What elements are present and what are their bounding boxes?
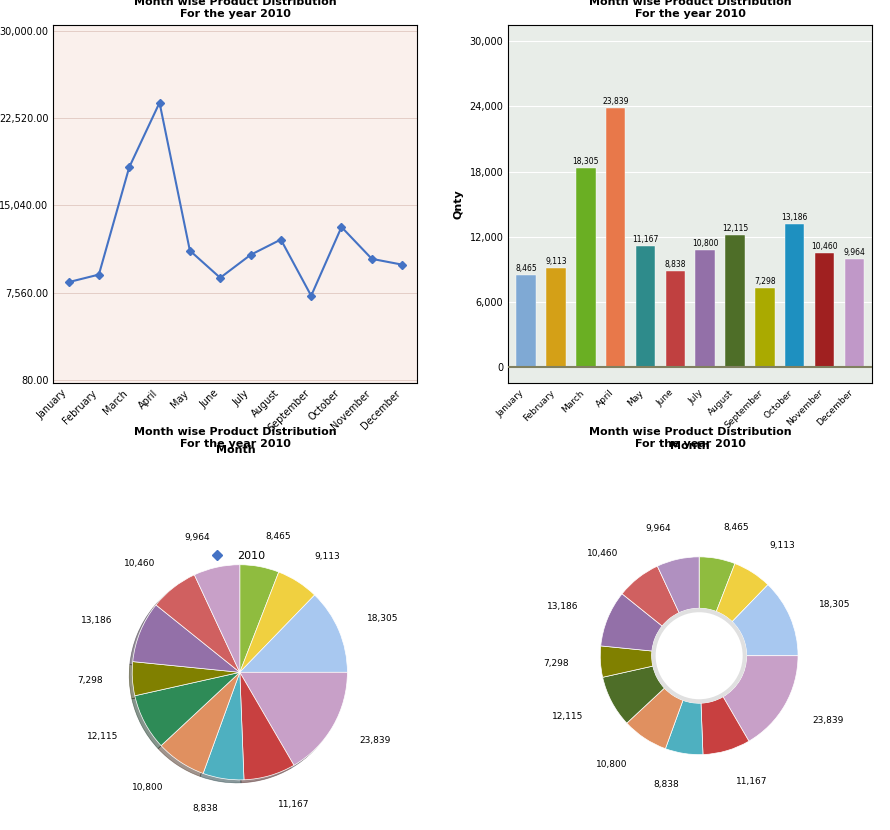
- Text: 23,839: 23,839: [813, 716, 844, 725]
- Bar: [576, 168, 595, 367]
- Text: 7,298: 7,298: [754, 276, 775, 286]
- Bar: [845, 259, 864, 367]
- Bar: [755, 288, 774, 367]
- Text: 11,167: 11,167: [736, 777, 767, 785]
- Text: 9,964: 9,964: [844, 247, 865, 256]
- Text: 8,838: 8,838: [665, 260, 686, 269]
- X-axis label: Month: Month: [670, 442, 710, 452]
- Wedge shape: [239, 572, 315, 672]
- Wedge shape: [666, 701, 703, 754]
- Text: 13,186: 13,186: [781, 212, 808, 222]
- Circle shape: [656, 613, 742, 699]
- Text: 23,839: 23,839: [603, 97, 629, 106]
- Bar: [695, 250, 715, 367]
- Text: 10,460: 10,460: [811, 242, 837, 251]
- Wedge shape: [156, 575, 239, 672]
- Bar: [814, 253, 834, 367]
- Text: 8,465: 8,465: [724, 523, 748, 532]
- Wedge shape: [194, 564, 239, 672]
- Wedge shape: [700, 557, 735, 612]
- Text: 10,460: 10,460: [587, 549, 619, 558]
- Text: 7,298: 7,298: [77, 676, 102, 685]
- Wedge shape: [603, 666, 665, 723]
- Wedge shape: [133, 662, 239, 696]
- Wedge shape: [658, 557, 700, 613]
- Wedge shape: [600, 646, 653, 677]
- Title: Month wise Product Distribution
For the year 2010: Month wise Product Distribution For the …: [134, 0, 336, 18]
- Bar: [635, 246, 655, 367]
- Circle shape: [651, 608, 747, 703]
- Text: 8,465: 8,465: [515, 264, 537, 273]
- Legend: 2010: 2010: [201, 547, 270, 565]
- Wedge shape: [133, 605, 239, 672]
- Text: 18,305: 18,305: [820, 600, 851, 609]
- Bar: [606, 108, 626, 367]
- Text: 9,964: 9,964: [645, 524, 671, 533]
- Text: 23,839: 23,839: [360, 736, 391, 745]
- Text: 13,186: 13,186: [546, 602, 579, 611]
- Wedge shape: [239, 564, 279, 672]
- Text: 9,964: 9,964: [184, 534, 210, 542]
- Title: Month wise Product Distribution
For the year 2010: Month wise Product Distribution For the …: [134, 427, 336, 449]
- Text: 8,838: 8,838: [193, 804, 219, 813]
- Wedge shape: [701, 696, 748, 754]
- Text: 10,460: 10,460: [124, 559, 155, 569]
- Wedge shape: [601, 593, 662, 651]
- Wedge shape: [239, 672, 294, 780]
- Title: Month wise Product Distribution
For the year 2010: Month wise Product Distribution For the …: [589, 427, 791, 449]
- X-axis label: Month: Month: [215, 445, 255, 455]
- Text: 11,167: 11,167: [632, 235, 659, 243]
- Bar: [546, 268, 566, 367]
- Wedge shape: [203, 672, 244, 780]
- Text: 9,113: 9,113: [546, 256, 567, 266]
- Text: 18,305: 18,305: [572, 157, 599, 166]
- Text: 9,113: 9,113: [314, 552, 340, 561]
- Text: 10,800: 10,800: [595, 760, 627, 769]
- Wedge shape: [732, 584, 798, 656]
- Wedge shape: [239, 595, 347, 672]
- Text: 12,115: 12,115: [86, 732, 118, 741]
- Text: 7,298: 7,298: [543, 659, 569, 668]
- Text: 10,800: 10,800: [133, 783, 164, 792]
- Bar: [666, 271, 685, 367]
- Text: 13,186: 13,186: [81, 616, 112, 625]
- Wedge shape: [622, 566, 679, 626]
- Text: 8,465: 8,465: [265, 533, 291, 541]
- Text: 18,305: 18,305: [367, 614, 398, 623]
- Wedge shape: [239, 672, 347, 765]
- Bar: [785, 224, 805, 367]
- Y-axis label: Qnty: Qnty: [454, 189, 464, 219]
- Wedge shape: [723, 656, 798, 741]
- Wedge shape: [627, 688, 683, 749]
- Text: 8,838: 8,838: [653, 780, 679, 789]
- Text: 12,115: 12,115: [722, 224, 748, 233]
- Bar: [516, 275, 536, 367]
- Text: 9,113: 9,113: [770, 541, 796, 550]
- Text: 12,115: 12,115: [553, 712, 584, 721]
- Bar: [725, 236, 745, 367]
- Wedge shape: [134, 672, 239, 745]
- Text: 10,800: 10,800: [692, 238, 718, 247]
- Wedge shape: [161, 672, 239, 774]
- Text: 11,167: 11,167: [279, 800, 310, 809]
- Title: Month wise Product Distribution
For the year 2010: Month wise Product Distribution For the …: [589, 0, 791, 18]
- Wedge shape: [716, 564, 768, 622]
